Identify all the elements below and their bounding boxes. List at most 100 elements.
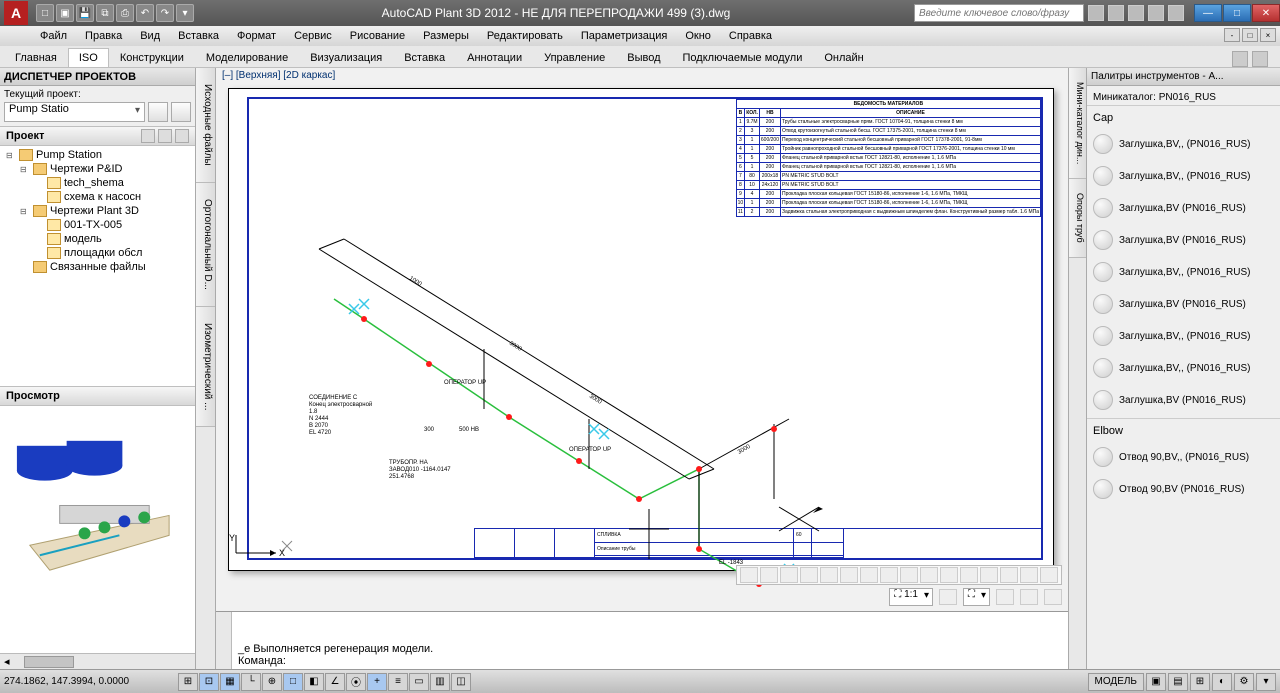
palette-item[interactable]: Заглушка,BV (PN016_RUS) bbox=[1089, 384, 1278, 416]
tree-row[interactable]: tech_shema bbox=[2, 176, 193, 190]
tree-row[interactable]: ⊟Pump Station bbox=[2, 148, 193, 162]
ribbon-tab-manage[interactable]: Управление bbox=[533, 48, 616, 67]
menu-parametric[interactable]: Параметризация bbox=[581, 30, 667, 42]
nav-ic-6[interactable] bbox=[840, 567, 858, 583]
menu-help[interactable]: Справка bbox=[729, 30, 772, 42]
exchange-icon[interactable] bbox=[1108, 5, 1124, 21]
qat-new-icon[interactable]: □ bbox=[36, 4, 54, 22]
tree-row[interactable]: схема к насосн bbox=[2, 190, 193, 204]
sb-otrack-icon[interactable]: ∠ bbox=[325, 673, 345, 691]
help-icon[interactable] bbox=[1148, 5, 1164, 21]
search-icon[interactable] bbox=[1088, 5, 1104, 21]
nav-ic-1[interactable] bbox=[740, 567, 758, 583]
menu-window[interactable]: Окно bbox=[685, 30, 711, 42]
sb-r1-icon[interactable]: ▣ bbox=[1146, 673, 1166, 691]
mdi-minimize-button[interactable]: - bbox=[1224, 28, 1240, 42]
nav-ic-8[interactable] bbox=[880, 567, 898, 583]
menu-view[interactable]: Вид bbox=[140, 30, 160, 42]
menu-dimension[interactable]: Размеры bbox=[423, 30, 469, 42]
sb-lwt-icon[interactable]: ≡ bbox=[388, 673, 408, 691]
ribbon-tab-visualization[interactable]: Визуализация bbox=[299, 48, 393, 67]
nav2-ic3[interactable] bbox=[1044, 589, 1062, 605]
nav-ic-14[interactable] bbox=[1000, 567, 1018, 583]
menu-draw[interactable]: Рисование bbox=[350, 30, 405, 42]
nav-ic-9[interactable] bbox=[900, 567, 918, 583]
tree-row[interactable]: 001-TX-005 bbox=[2, 218, 193, 232]
menu-service[interactable]: Сервис bbox=[294, 30, 332, 42]
tree-tool3-icon[interactable] bbox=[175, 129, 189, 143]
sb-polar-icon[interactable]: ⊕ bbox=[262, 673, 282, 691]
status-model-button[interactable]: МОДЕЛЬ bbox=[1088, 673, 1144, 691]
sb-3dosnap-icon[interactable]: ◧ bbox=[304, 673, 324, 691]
ribbon-tool-icon[interactable] bbox=[1232, 51, 1248, 67]
sb-r2-icon[interactable]: ▤ bbox=[1168, 673, 1188, 691]
nav2-ic1[interactable] bbox=[996, 589, 1014, 605]
nav-ic-2[interactable] bbox=[760, 567, 778, 583]
app-logo-icon[interactable]: A bbox=[4, 1, 28, 25]
ribbon-tab-plugins[interactable]: Подключаемые модули bbox=[672, 48, 814, 67]
qat-dropdown-icon[interactable]: ▾ bbox=[176, 4, 194, 22]
palette-item[interactable]: Заглушка,BV,, (PN016_RUS) bbox=[1089, 160, 1278, 192]
sb-infer-icon[interactable]: ⊞ bbox=[178, 673, 198, 691]
nav2-ic2[interactable] bbox=[1020, 589, 1038, 605]
mdi-restore-button[interactable]: □ bbox=[1242, 28, 1258, 42]
command-line-area[interactable]: _е Выполняется регенерация модели. Коман… bbox=[216, 611, 1068, 669]
nav-ic-15[interactable] bbox=[1020, 567, 1038, 583]
tree-row[interactable]: площадки обсл bbox=[2, 246, 193, 260]
menu-file[interactable]: Файл bbox=[40, 30, 67, 42]
close-button[interactable]: ✕ bbox=[1252, 4, 1280, 22]
sb-r5-icon[interactable]: ⚙ bbox=[1234, 673, 1254, 691]
favorite-icon[interactable] bbox=[1128, 5, 1144, 21]
ribbon-tab-annotations[interactable]: Аннотации bbox=[456, 48, 533, 67]
qat-redo-icon[interactable]: ↷ bbox=[156, 4, 174, 22]
nav-ic-4[interactable] bbox=[800, 567, 818, 583]
nav-ic-16[interactable] bbox=[1040, 567, 1058, 583]
tree-row[interactable]: ⊟Чертежи P&ID bbox=[2, 162, 193, 176]
palette-item[interactable]: Заглушка,BV (PN016_RUS) bbox=[1089, 192, 1278, 224]
scale-lock-icon[interactable] bbox=[939, 589, 957, 605]
project-refresh-icon[interactable] bbox=[171, 102, 191, 122]
qat-open-icon[interactable]: ▣ bbox=[56, 4, 74, 22]
rvt-pipe-supports[interactable]: Опоры труб bbox=[1069, 179, 1086, 258]
scale-combo[interactable]: ⛶ 1:1 bbox=[889, 588, 933, 606]
rvt-minicatalog[interactable]: Мини-каталог дин... bbox=[1069, 68, 1086, 179]
ribbon-tab-online[interactable]: Онлайн bbox=[813, 48, 874, 67]
nav-ic-5[interactable] bbox=[820, 567, 838, 583]
left-pane-scrollbar[interactable]: ◂ bbox=[0, 653, 195, 669]
annoscale-combo[interactable]: ⛶ bbox=[963, 588, 990, 606]
minimize-button[interactable]: — bbox=[1194, 4, 1222, 22]
palette-item[interactable]: Заглушка,BV,, (PN016_RUS) bbox=[1089, 352, 1278, 384]
menu-edit[interactable]: Правка bbox=[85, 30, 122, 42]
help-search-input[interactable] bbox=[914, 4, 1084, 22]
menu-insert[interactable]: Вставка bbox=[178, 30, 219, 42]
vtab-source-files[interactable]: Исходные файлы bbox=[196, 68, 215, 183]
preview-viewport[interactable] bbox=[0, 406, 195, 653]
view-controls-label[interactable]: [–] [Верхняя] [2D каркас] bbox=[222, 70, 335, 81]
sb-dyn-icon[interactable]: + bbox=[367, 673, 387, 691]
nav-ic-11[interactable] bbox=[940, 567, 958, 583]
sb-r6-icon[interactable]: ▾ bbox=[1256, 673, 1276, 691]
sb-qp-icon[interactable]: ▥ bbox=[430, 673, 450, 691]
nav-ic-12[interactable] bbox=[960, 567, 978, 583]
palette-item[interactable]: Заглушка,BV (PN016_RUS) bbox=[1089, 288, 1278, 320]
tree-row[interactable]: ⊟Чертежи Plant 3D bbox=[2, 204, 193, 218]
project-tree[interactable]: ⊟Pump Station⊟Чертежи P&IDtech_shemaсхем… bbox=[0, 146, 195, 386]
qat-save-icon[interactable]: 💾 bbox=[76, 4, 94, 22]
palette-item[interactable]: Заглушка,BV,, (PN016_RUS) bbox=[1089, 320, 1278, 352]
qat-undo-icon[interactable]: ↶ bbox=[136, 4, 154, 22]
menu-format[interactable]: Формат bbox=[237, 30, 276, 42]
qat-print-icon[interactable]: ⎙ bbox=[116, 4, 134, 22]
sb-tpy-icon[interactable]: ▭ bbox=[409, 673, 429, 691]
palette-item[interactable]: Заглушка,BV,, (PN016_RUS) bbox=[1089, 128, 1278, 160]
nav-ic-3[interactable] bbox=[780, 567, 798, 583]
palette-item[interactable]: Отвод 90,BV (PN016_RUS) bbox=[1089, 473, 1278, 505]
ribbon-tab-home[interactable]: Главная bbox=[4, 48, 68, 67]
sb-grid-icon[interactable]: ▦ bbox=[220, 673, 240, 691]
tree-tool2-icon[interactable] bbox=[158, 129, 172, 143]
palette-item[interactable]: Отвод 90,BV,, (PN016_RUS) bbox=[1089, 441, 1278, 473]
ribbon-expand-icon[interactable] bbox=[1252, 51, 1268, 67]
nav-ic-13[interactable] bbox=[980, 567, 998, 583]
ribbon-tab-modeling[interactable]: Моделирование bbox=[195, 48, 299, 67]
cmd-prompt[interactable]: Команда: bbox=[238, 655, 1062, 667]
sb-ortho-icon[interactable]: └ bbox=[241, 673, 261, 691]
